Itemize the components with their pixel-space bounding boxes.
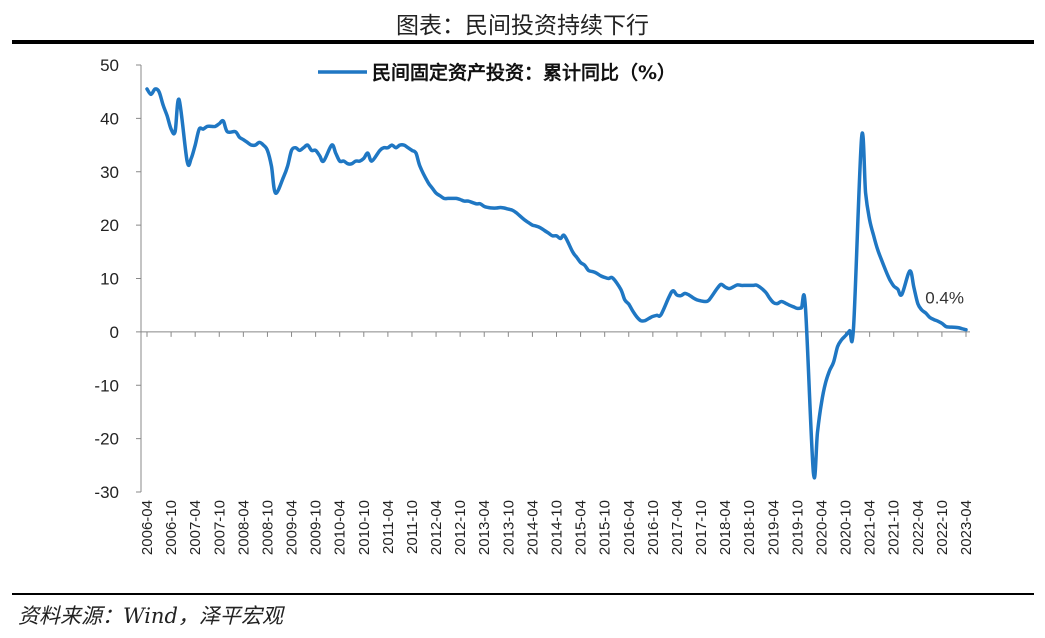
- x-tick-label: 2012-04: [428, 500, 445, 555]
- x-tick-label: 2008-10: [259, 500, 276, 555]
- y-tick-label: 10: [100, 270, 119, 289]
- y-tick-label: 40: [100, 109, 119, 128]
- x-tick-label: 2019-10: [789, 500, 806, 555]
- x-tick-label: 2006-04: [139, 500, 156, 555]
- x-tick-label: 2009-10: [308, 500, 325, 555]
- x-tick-label: 2021-10: [886, 500, 903, 555]
- legend-label: 民间固定资产投资：累计同比（%）: [372, 61, 676, 84]
- x-tick-label: 2010-04: [332, 500, 349, 555]
- x-tick-label: 2013-10: [500, 500, 517, 555]
- x-tick-label: 2014-04: [524, 500, 541, 555]
- series-line-private-investment: [145, 87, 968, 480]
- x-tick-label: 2022-04: [910, 500, 927, 555]
- x-tick-label: 2016-10: [645, 500, 662, 555]
- data-label: 0.4%: [925, 289, 964, 308]
- y-tick-label: 30: [100, 163, 119, 182]
- bottom-rule: [12, 593, 1034, 595]
- chart-title: 图表：民间投资持续下行: [396, 13, 649, 39]
- x-tick-label: 2007-10: [211, 500, 228, 555]
- x-tick-label: 2019-04: [765, 500, 782, 555]
- x-tick-label: 2017-04: [669, 500, 686, 555]
- x-tick-label: 2011-04: [380, 500, 397, 554]
- legend: 民间固定资产投资：累计同比（%）: [318, 61, 676, 84]
- x-tick-label: 2018-10: [741, 500, 758, 555]
- x-tick-label: 2012-10: [452, 500, 469, 555]
- x-tick-label: 2006-10: [163, 500, 180, 555]
- x-tick-label: 2020-10: [838, 500, 855, 555]
- y-tick-label: -10: [94, 376, 119, 395]
- x-tick-label: 2017-10: [693, 500, 710, 555]
- x-tick-label: 2010-10: [356, 500, 373, 555]
- x-tick-label: 2008-04: [235, 500, 252, 555]
- x-tick-label: 2014-10: [549, 500, 566, 555]
- x-tick-label: 2009-04: [284, 500, 301, 555]
- y-tick-label: 0: [110, 323, 119, 342]
- x-tick-label: 2015-04: [573, 500, 590, 555]
- top-rule: [12, 40, 1034, 44]
- x-tick-label: 2021-04: [862, 500, 879, 555]
- y-tick-label: 20: [100, 216, 119, 235]
- x-tick-label: 2023-04: [958, 500, 975, 555]
- x-tick-label: 2013-04: [476, 500, 493, 555]
- y-tick-label: 50: [100, 56, 119, 75]
- plot-area: 0.4%: [145, 87, 968, 480]
- y-tick-label: -30: [94, 483, 119, 502]
- axes: 50 40 30 20 10 0 -10 -20 -30 2006-04 2006-10 2007-0…: [94, 56, 975, 555]
- y-tick-label: -20: [94, 430, 119, 449]
- x-tick-label: 2015-10: [597, 500, 614, 555]
- x-tick-label: 2022-10: [934, 500, 951, 555]
- x-tick-label: 2018-04: [717, 500, 734, 555]
- x-tick-label: 2016-04: [621, 500, 638, 555]
- x-tick-label: 2007-04: [187, 500, 204, 555]
- x-tick-label: 2020-04: [813, 500, 830, 555]
- source-note: 资料来源：Wind，泽平宏观: [18, 604, 283, 628]
- x-tick-label: 2011-10: [404, 500, 421, 554]
